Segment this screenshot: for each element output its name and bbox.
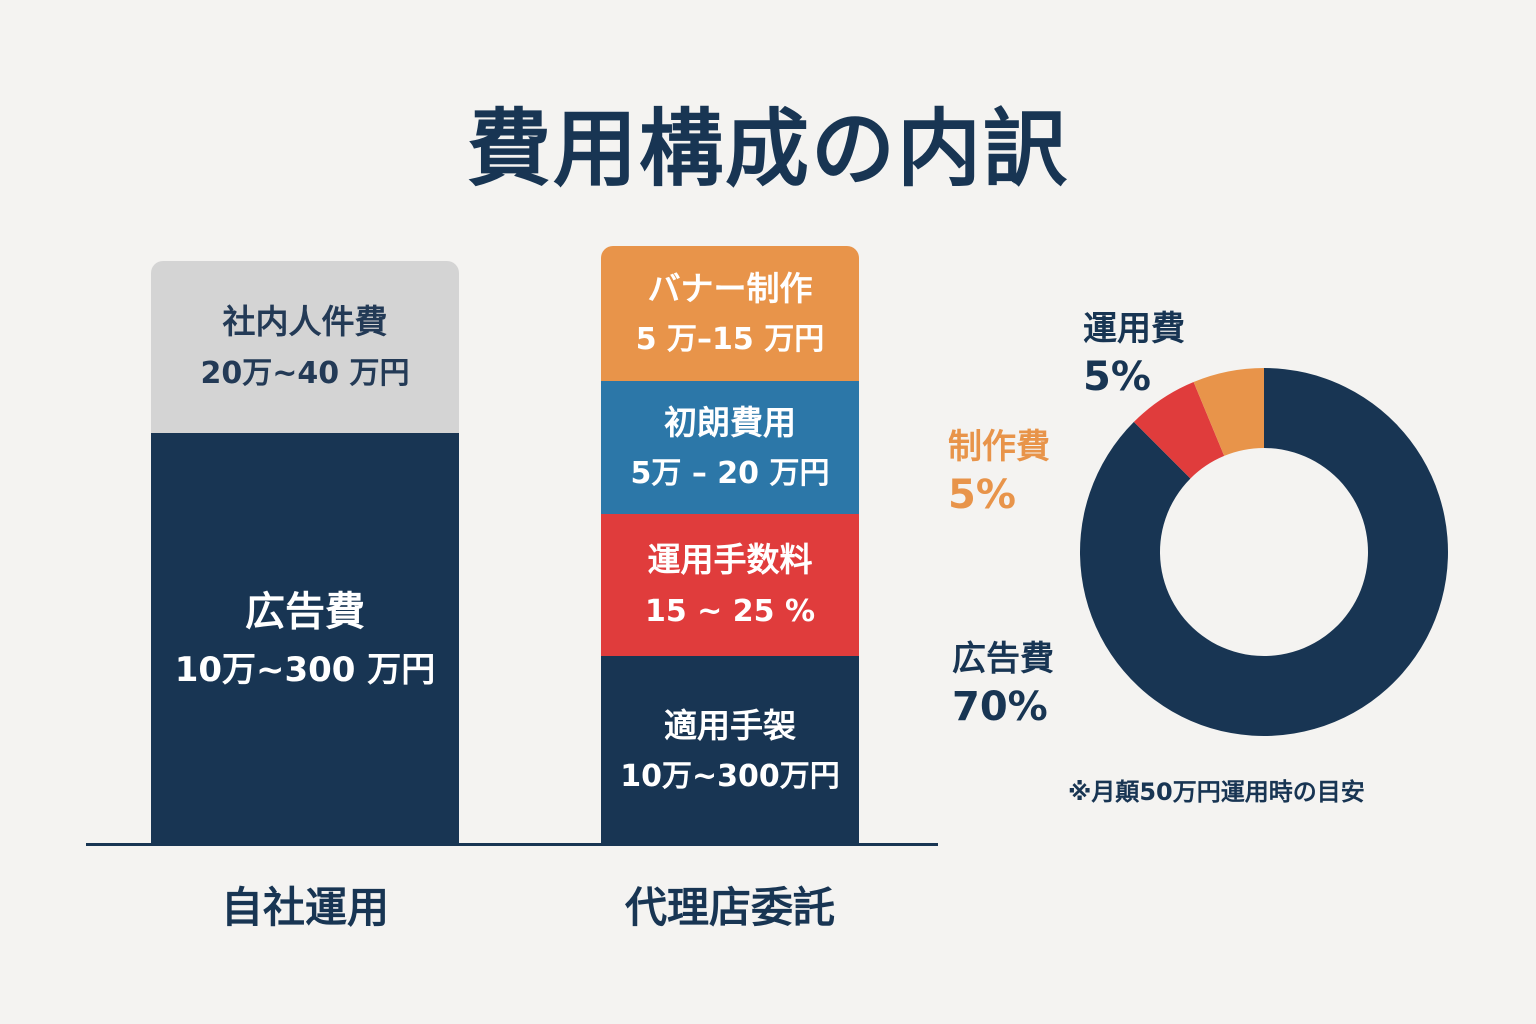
bar-self-operation: 社内人件費 20万~40 万円 広告費 10万~300 万円	[151, 261, 459, 845]
segment-name: 適用手袈	[664, 705, 796, 745]
donut-chart	[1080, 368, 1448, 736]
segment-range: 10万~300万円	[620, 759, 840, 795]
segment-initial-cost: 初朗費用 5万 – 20 万円	[601, 381, 859, 514]
category-label-self: 自社運用	[220, 883, 389, 932]
slice-percent: 5%	[1083, 353, 1151, 400]
segment-range: 10万~300 万円	[174, 649, 436, 690]
page-title: 費用構成の内訳	[466, 100, 1069, 198]
segment-name: バナー制作	[647, 268, 813, 308]
segment-internal-labor: 社内人件費 20万~40 万円	[151, 261, 459, 433]
donut-slice-2	[1193, 368, 1264, 456]
segment-ad-spend: 適用手袈 10万~300万円	[601, 656, 859, 845]
segment-name: 広告費	[245, 588, 365, 635]
slice-percent: 70%	[952, 683, 1048, 730]
segment-range: 5 万–15 万円	[635, 322, 825, 358]
segment-name: 社内人件費	[222, 302, 388, 342]
slice-name: 制作費	[948, 427, 1050, 467]
donut-label-unyo: 運用費 5%	[1083, 308, 1185, 403]
segment-ad-cost: 広告費 10万~300 万円	[151, 433, 459, 845]
bar-agency: バナー制作 5 万–15 万円 初朗費用 5万 – 20 万円 運用手数料 15…	[601, 246, 859, 845]
segment-name: 初朗費用	[664, 402, 796, 442]
slice-percent: 5%	[948, 471, 1016, 518]
segment-range: 15 ~ 25 %	[644, 593, 816, 629]
slice-name: 運用費	[1083, 309, 1185, 349]
segment-operation-fee: 運用手数料 15 ~ 25 %	[601, 514, 859, 656]
donut-slice-1	[1133, 382, 1225, 479]
donut-label-kokoku: 広告費 70%	[952, 638, 1054, 733]
segment-banner: バナー制作 5 万–15 万円	[601, 246, 859, 381]
segment-range: 5万 – 20 万円	[630, 456, 830, 492]
donut-label-seisaku: 制作費 5%	[948, 426, 1050, 521]
segment-range: 20万~40 万円	[200, 355, 410, 391]
x-axis-baseline	[86, 843, 938, 846]
category-label-agency: 代理店委託	[624, 883, 835, 932]
segment-name: 運用手数料	[647, 540, 813, 580]
footnote: ※月顛50万円運用時の目安	[1068, 778, 1365, 806]
slice-name: 広告費	[952, 639, 1054, 679]
